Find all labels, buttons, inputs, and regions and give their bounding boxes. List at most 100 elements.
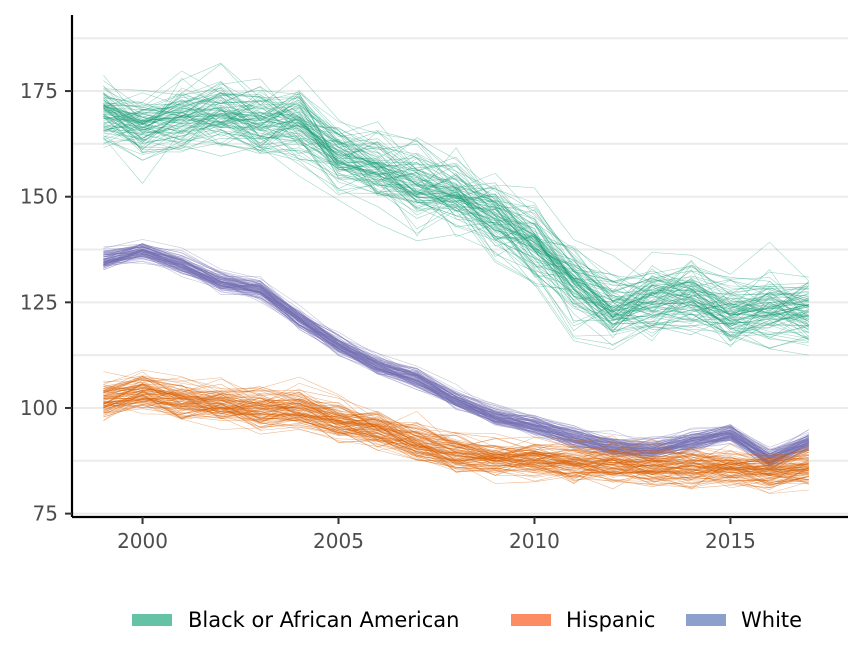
series-trace bbox=[103, 391, 809, 469]
series-trace bbox=[103, 404, 809, 494]
series-trace bbox=[103, 86, 809, 314]
series-trace bbox=[103, 386, 809, 467]
series-trace bbox=[103, 103, 809, 318]
series-trace bbox=[103, 391, 809, 480]
series-trace bbox=[103, 115, 809, 333]
series-trace bbox=[103, 390, 809, 483]
series-trace bbox=[103, 377, 809, 470]
series-trace bbox=[103, 95, 809, 315]
series-trace bbox=[103, 249, 809, 459]
series-trace bbox=[103, 399, 809, 472]
series-trace bbox=[103, 100, 809, 326]
series-trace bbox=[103, 249, 809, 464]
series-trace bbox=[103, 255, 809, 459]
series-trace bbox=[103, 75, 809, 330]
series-trace bbox=[103, 244, 809, 453]
series-trace bbox=[103, 398, 809, 476]
series-trace bbox=[103, 254, 809, 470]
series-trace bbox=[103, 395, 809, 489]
series-trace bbox=[103, 383, 809, 479]
series-trace bbox=[103, 376, 809, 465]
series-trace bbox=[103, 248, 809, 464]
series-trace bbox=[103, 91, 809, 291]
series-trace bbox=[103, 394, 809, 494]
series-trace bbox=[103, 388, 809, 480]
series-trace bbox=[103, 384, 809, 469]
series-trace bbox=[103, 402, 809, 485]
series-trace bbox=[103, 105, 809, 316]
series-trace bbox=[103, 103, 809, 338]
series-trace bbox=[103, 386, 809, 465]
series-trace bbox=[103, 249, 809, 457]
series-trace bbox=[103, 395, 809, 479]
series-trace bbox=[103, 244, 809, 455]
series-trace bbox=[103, 401, 809, 482]
series-trace bbox=[103, 247, 809, 455]
series-trace bbox=[103, 107, 809, 324]
series-trace bbox=[103, 239, 809, 450]
series-trace bbox=[103, 376, 809, 473]
series-trace bbox=[103, 258, 809, 466]
series-trace bbox=[103, 104, 809, 341]
series-trace bbox=[103, 89, 809, 304]
series-trace bbox=[103, 249, 809, 451]
series-trace bbox=[103, 100, 809, 310]
series-trace bbox=[103, 252, 809, 460]
series-trace bbox=[103, 243, 809, 460]
series-trace bbox=[103, 109, 809, 321]
series-trace bbox=[103, 254, 809, 468]
series-trace bbox=[103, 92, 809, 322]
series-trace bbox=[103, 91, 809, 316]
series-trace bbox=[103, 385, 809, 468]
series-trace bbox=[103, 376, 809, 467]
series-trace bbox=[103, 249, 809, 458]
series-trace bbox=[103, 107, 809, 334]
series-trace bbox=[103, 384, 809, 476]
series-trace bbox=[103, 248, 809, 463]
series-trace bbox=[103, 249, 809, 464]
series-trace bbox=[103, 404, 809, 487]
series-trace bbox=[103, 253, 809, 459]
series-trace bbox=[103, 106, 809, 326]
legend-key bbox=[511, 614, 551, 626]
series-trace bbox=[103, 397, 809, 477]
series-trace bbox=[103, 248, 809, 457]
series-trace bbox=[103, 390, 809, 476]
series-trace bbox=[103, 371, 809, 463]
series-trace bbox=[103, 246, 809, 451]
series-trace bbox=[103, 97, 809, 312]
series-trace bbox=[103, 107, 809, 328]
x-tick-label: 2005 bbox=[313, 529, 364, 553]
series-trace bbox=[103, 250, 809, 462]
series-trace bbox=[103, 114, 809, 324]
series-trace bbox=[103, 92, 809, 340]
series-trace bbox=[103, 258, 809, 466]
legend-key bbox=[132, 614, 172, 626]
axes bbox=[70, 15, 848, 519]
series-trace bbox=[103, 86, 809, 333]
series-trace bbox=[103, 250, 809, 456]
series-trace bbox=[103, 393, 809, 475]
series-trace bbox=[103, 251, 809, 458]
series-trace bbox=[103, 254, 809, 458]
series-trace bbox=[103, 117, 809, 324]
series-trace bbox=[103, 400, 809, 484]
series-trace bbox=[103, 256, 809, 465]
series-trace bbox=[103, 104, 809, 324]
series-trace bbox=[103, 400, 809, 488]
series-trace bbox=[103, 383, 809, 484]
series-trace bbox=[103, 403, 809, 485]
series-trace bbox=[103, 257, 809, 463]
series-trace bbox=[103, 104, 809, 318]
series-trace bbox=[103, 387, 809, 469]
series-trace bbox=[103, 249, 809, 464]
series-trace bbox=[103, 391, 809, 471]
series-trace bbox=[103, 138, 809, 346]
series-trace bbox=[103, 97, 809, 330]
series-trace bbox=[103, 388, 809, 472]
series-trace bbox=[103, 391, 809, 479]
series-trace bbox=[103, 109, 809, 328]
series-trace bbox=[103, 255, 809, 457]
series-trace bbox=[103, 243, 809, 457]
